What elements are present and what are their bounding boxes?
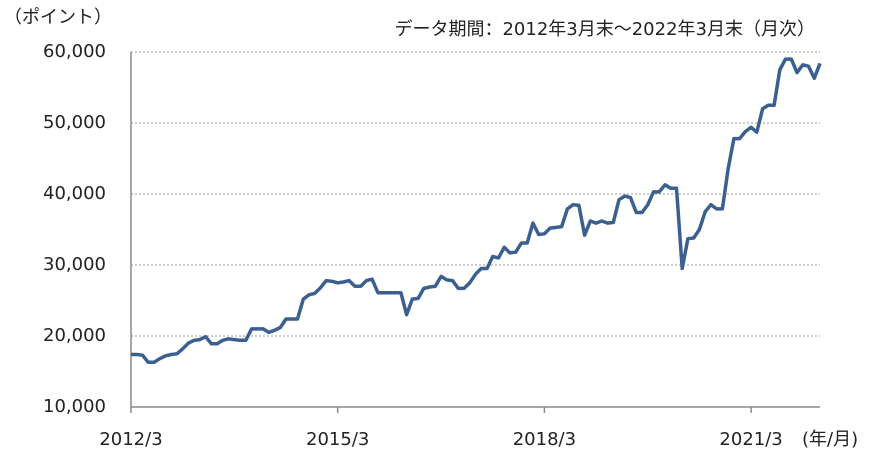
x-tick-label: 2015/3 bbox=[306, 429, 369, 450]
y-axis-label: （ポイント） bbox=[4, 7, 112, 28]
y-tick-label: 30,000 bbox=[43, 254, 106, 275]
y-tick-label: 20,000 bbox=[43, 325, 106, 346]
x-tick-label: 2012/3 bbox=[99, 429, 162, 450]
line bbox=[131, 57, 822, 365]
y-tick-label: 10,000 bbox=[43, 396, 106, 417]
y-tick-label: 60,000 bbox=[43, 41, 106, 62]
x-axis-label: (年/月) bbox=[802, 429, 858, 450]
x-tick-label: 2021/3 bbox=[719, 429, 782, 450]
subtitle: データ期間：2012年3月末～2022年3月末（月次） bbox=[394, 19, 815, 40]
x-tick-label: 2018/3 bbox=[513, 429, 576, 450]
y-tick-label: 50,000 bbox=[43, 112, 106, 133]
y-tick-label: 40,000 bbox=[43, 183, 106, 204]
